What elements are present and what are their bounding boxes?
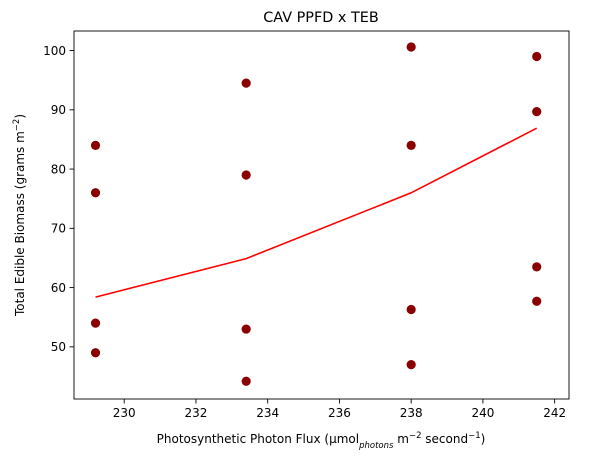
data-point (532, 51, 542, 62)
y-tick-label: 100 (43, 44, 66, 58)
data-point (90, 188, 101, 198)
x-axis-label: Photosynthetic Photon Flux (µmolphotons … (157, 431, 486, 451)
x-tick-label: 234 (256, 406, 279, 420)
data-point (406, 42, 416, 52)
data-point (532, 296, 542, 306)
y-tick-label: 90 (51, 103, 66, 117)
data-point (241, 78, 251, 88)
data-point (90, 318, 101, 328)
y-tick-label: 70 (51, 222, 66, 236)
data-point (241, 376, 251, 386)
x-axis: 230 232 234 236 238 240 242 (113, 399, 566, 420)
x-tick-label: 242 (543, 406, 566, 420)
y-axis-label: Total Edible Biomass (grams m−2) (12, 114, 27, 317)
data-point (532, 106, 542, 117)
data-point (406, 140, 416, 150)
fit-line (95, 127, 538, 298)
y-tick-label: 50 (51, 340, 66, 354)
data-point (90, 348, 101, 358)
y-axis: 50 60 70 80 90 100 (43, 44, 74, 354)
data-point (90, 140, 101, 150)
y-tick-label: 80 (51, 162, 66, 176)
plot-frame (73, 30, 570, 400)
series-layer (90, 42, 542, 386)
x-tick-label: 238 (400, 406, 423, 420)
x-tick-label: 236 (328, 406, 351, 420)
plot-area: 230 232 234 236 238 240 242 50 60 70 80 90 100 (43, 30, 570, 420)
y-tick-label: 60 (51, 281, 66, 295)
x-tick-label: 240 (471, 406, 494, 420)
data-point (241, 170, 251, 180)
x-tick-label: 230 (113, 406, 136, 420)
x-tick-label: 232 (185, 406, 208, 420)
data-point (406, 360, 416, 370)
data-point (532, 262, 542, 272)
data-point (241, 324, 251, 334)
data-point (406, 304, 416, 315)
chart-title: CAV PPFD x TEB (263, 10, 379, 26)
